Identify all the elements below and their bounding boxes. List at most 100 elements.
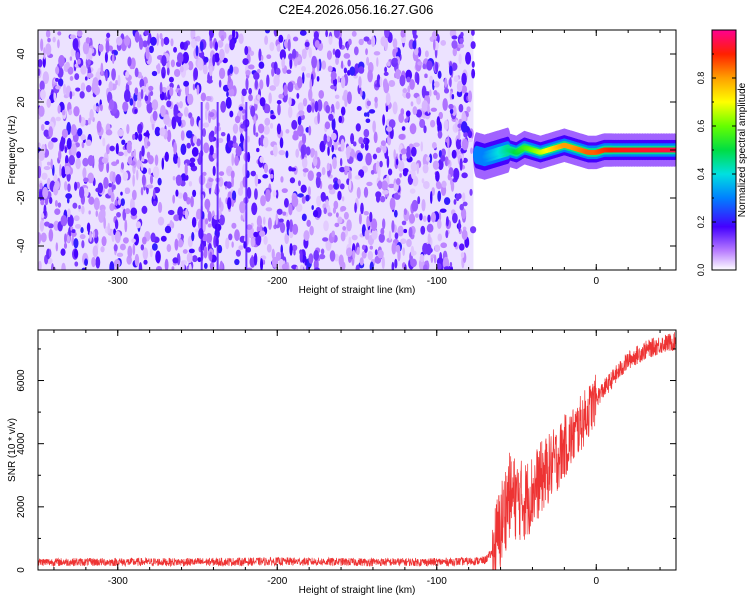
noise-cell: [173, 68, 181, 78]
noise-cell: [437, 130, 443, 139]
noise-cell: [457, 130, 461, 141]
noise-cell: [340, 205, 347, 212]
noise-cell: [292, 133, 299, 141]
noise-cell: [70, 124, 77, 136]
noise-cell: [172, 194, 176, 204]
noise-cell: [132, 174, 135, 187]
noise-cell: [339, 157, 343, 167]
noise-cell: [458, 53, 462, 65]
noise-cell: [445, 216, 449, 227]
noise-cell: [339, 183, 345, 190]
noise-cell: [393, 149, 396, 160]
noise-cell: [155, 266, 163, 270]
noise-cell: [439, 208, 447, 213]
noise-cell: [398, 133, 406, 140]
noise-cell: [167, 209, 175, 216]
noise-cell: [76, 151, 82, 159]
noise-cell: [278, 34, 284, 43]
noise-cell: [58, 54, 65, 67]
noise-cell: [246, 187, 252, 199]
noise-cell: [311, 102, 315, 113]
noise-cell: [289, 167, 297, 172]
noise-cell: [40, 38, 44, 52]
noise-cell: [80, 227, 84, 234]
colorbar-tick-label: 0.0: [696, 264, 706, 277]
noise-cell: [182, 51, 189, 64]
x-tick-label: -300: [108, 576, 128, 587]
noise-cell: [232, 135, 237, 144]
noise-cell: [334, 222, 340, 228]
noise-cell: [377, 166, 381, 179]
noise-cell: [144, 95, 149, 102]
noise-cell: [182, 62, 190, 71]
noise-cell: [388, 119, 396, 129]
noise-cell: [337, 76, 341, 83]
noise-cell: [289, 219, 294, 233]
noise-cell: [92, 77, 99, 90]
noise-cell: [406, 238, 412, 248]
noise-cell: [289, 177, 296, 184]
noise-cell: [410, 101, 414, 107]
noise-cell: [437, 159, 444, 171]
noise-cell: [291, 119, 298, 130]
noise-cell: [45, 30, 51, 38]
noise-cell: [276, 208, 283, 215]
noise-cell: [134, 87, 139, 96]
noise-cell: [250, 170, 256, 177]
noise-cell: [184, 41, 189, 50]
noise-cell: [457, 123, 462, 129]
noise-cell: [101, 236, 107, 247]
noise-cell: [322, 237, 329, 242]
noise-cell: [456, 90, 463, 98]
noise-cell: [363, 36, 370, 42]
noise-cell: [75, 51, 80, 60]
noise-cell: [340, 231, 346, 242]
noise-cell: [67, 234, 70, 243]
noise-cell: [380, 195, 386, 203]
noise-cell: [317, 111, 320, 124]
noise-cell: [467, 130, 473, 139]
noise-cell: [203, 262, 208, 269]
noise-cell: [44, 120, 50, 125]
noise-cell: [299, 264, 304, 270]
noise-cell: [340, 60, 344, 69]
noise-cell: [40, 199, 45, 206]
noise-cell: [169, 220, 173, 228]
noise-cell: [85, 139, 92, 147]
noise-cell: [325, 30, 328, 38]
noise-cell: [203, 142, 210, 154]
noise-cell: [71, 143, 77, 156]
noise-cell: [124, 208, 131, 215]
noise-cell: [311, 205, 314, 210]
noise-cell: [369, 261, 374, 270]
noise-cell: [333, 140, 338, 151]
noise-cell: [319, 140, 326, 153]
noise-cell: [429, 119, 436, 128]
noise-cell: [38, 232, 42, 245]
noise-cell: [207, 223, 212, 228]
noise-cell: [260, 195, 266, 207]
noise-cell: [218, 79, 222, 88]
noise-cell: [380, 140, 386, 147]
noise-cell: [269, 122, 274, 129]
noise-cell: [375, 147, 382, 154]
noise-cell: [328, 35, 333, 45]
noise-cell: [410, 146, 417, 157]
noise-cell: [174, 238, 179, 251]
noise-cell: [434, 244, 441, 252]
noise-cell: [235, 146, 242, 157]
noise-cell: [440, 148, 446, 157]
noise-cell: [286, 69, 292, 74]
noise-cell: [449, 77, 452, 88]
noise-cell: [299, 30, 307, 36]
snr-panel: -300 -200 -100 0 0 2000 4000 6000 Height of st…: [7, 329, 677, 596]
noise-cell: [409, 78, 415, 90]
noise-cell: [449, 90, 453, 101]
noise-cell: [122, 101, 129, 112]
noise-cell: [197, 257, 202, 263]
noise-cell: [106, 144, 110, 155]
noise-cell: [39, 80, 45, 91]
noise-cell: [281, 263, 289, 270]
noise-cell: [471, 68, 476, 79]
